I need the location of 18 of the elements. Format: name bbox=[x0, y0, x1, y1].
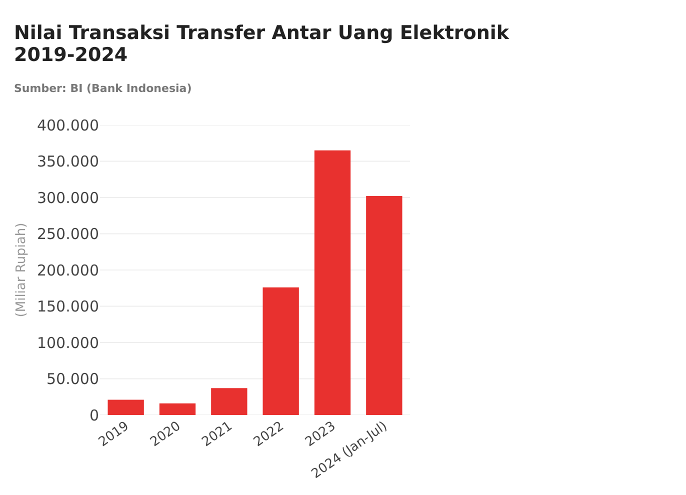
y-tick-label: 50.000 bbox=[46, 370, 99, 388]
bar bbox=[314, 150, 351, 415]
bar bbox=[262, 287, 299, 415]
y-tick-label: 400.000 bbox=[36, 116, 99, 134]
y-axis-title: (Miliar Rupiah) bbox=[14, 222, 29, 318]
y-tick-label: 250.000 bbox=[36, 225, 99, 243]
y-tick-label: 350.000 bbox=[36, 152, 99, 170]
bar bbox=[108, 400, 144, 415]
chart-title: Nilai Transaksi Transfer Antar Uang Elektronik 2019-2024 bbox=[14, 22, 510, 66]
bar bbox=[159, 403, 196, 415]
chart-subtitle: Sumber: BI (Bank Indonesia) bbox=[14, 82, 192, 95]
y-tick-label: 100.000 bbox=[36, 334, 99, 352]
bar bbox=[211, 388, 248, 415]
y-tick-label: 200.000 bbox=[36, 261, 99, 280]
y-tick-label: 150.000 bbox=[36, 298, 99, 316]
y-tick-label: 0 bbox=[89, 406, 99, 424]
y-tick-label: 300.000 bbox=[36, 188, 99, 207]
bar bbox=[366, 196, 402, 415]
